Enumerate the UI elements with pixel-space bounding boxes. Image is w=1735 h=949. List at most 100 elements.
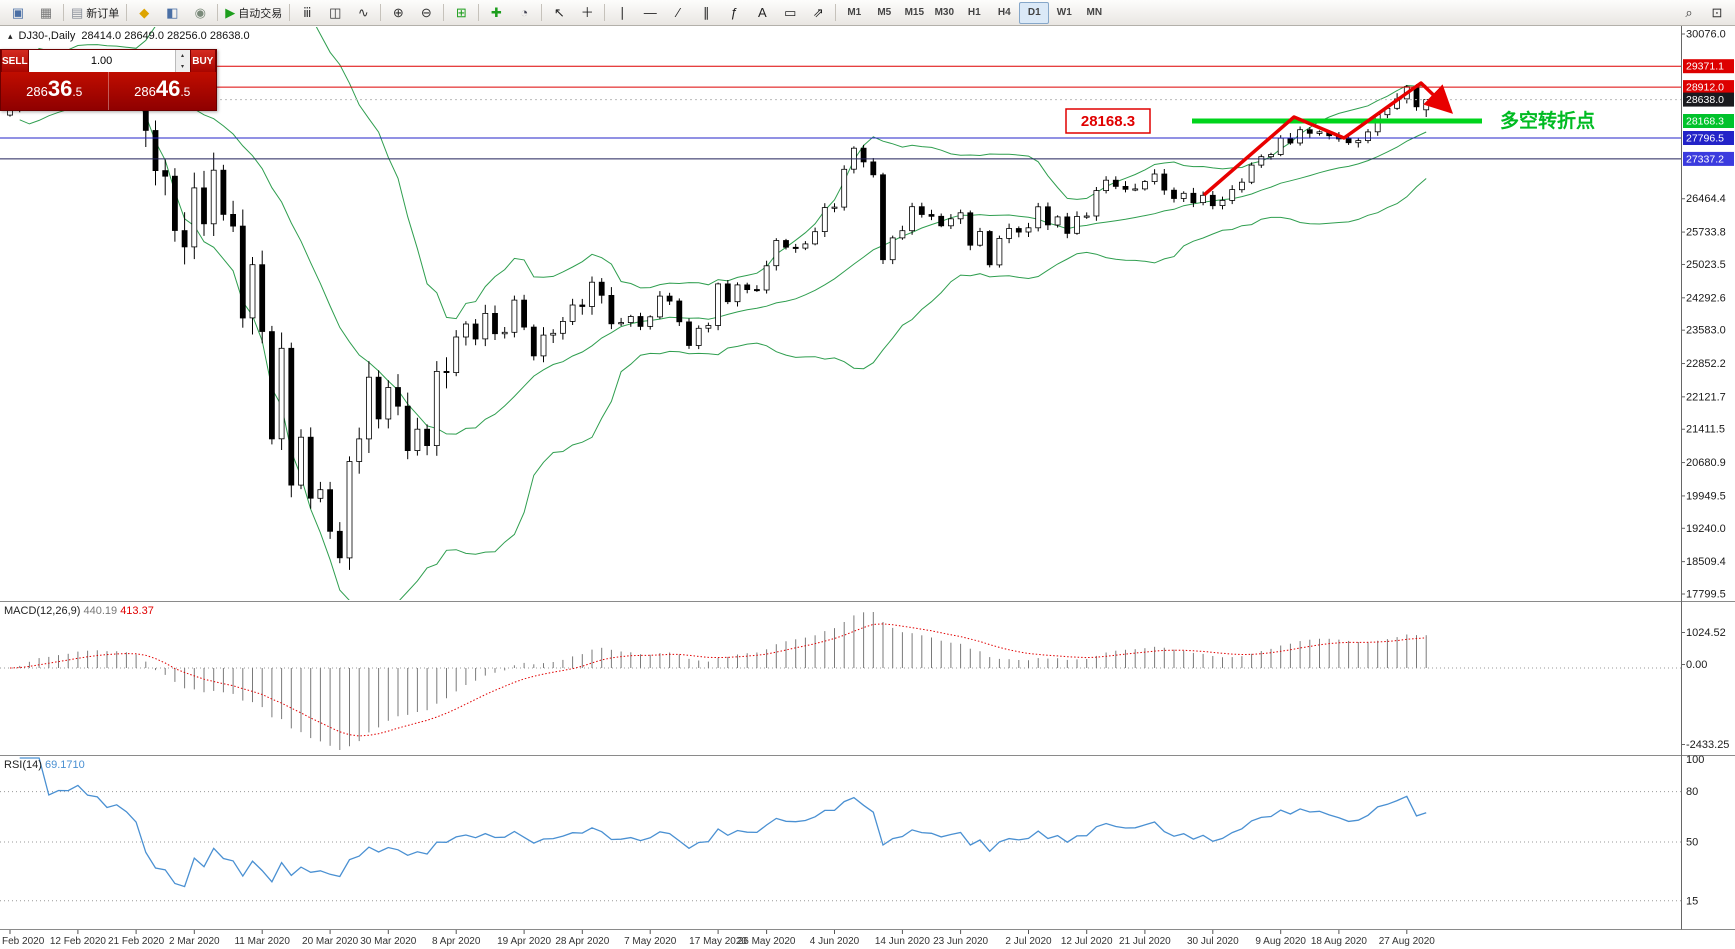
timeframe-h4-button[interactable]: H4 (997, 7, 1011, 18)
equidistant-channel-button[interactable]: ∥ (692, 2, 720, 24)
toolbar-separator (443, 4, 445, 21)
timeframe-h1-button[interactable]: H1 (967, 7, 981, 18)
new-chart-button[interactable]: ▣ (4, 2, 32, 24)
candle (831, 206, 838, 209)
candle (530, 326, 537, 357)
candle (1006, 228, 1012, 239)
toolbar-separator (835, 4, 837, 21)
timeframe-d1-button[interactable]: D1 (1019, 1, 1050, 24)
sell-price-big: 36 (47, 76, 73, 101)
candle (1268, 154, 1274, 158)
timeframe-m5-button[interactable]: M5 (877, 7, 892, 18)
buy-price[interactable]: 286 46.5 (109, 72, 217, 110)
candlestick-chart-button[interactable]: ◫ (321, 2, 349, 24)
search-symbol-button[interactable]: ⌕ (1675, 2, 1703, 24)
autotrading-button[interactable]: ▶ 自动交易 (221, 2, 286, 24)
sell-price[interactable]: 286 36.5 (1, 72, 109, 110)
popup-prices-button[interactable]: ⊡ (1703, 2, 1731, 24)
date-label: Feb 2020 (2, 936, 45, 947)
chart-annotations[interactable]: 28168.3 多空转折点 (1065, 81, 1595, 197)
volume-step-up-button[interactable]: ▴ (175, 50, 190, 61)
level-label-box[interactable] (1065, 108, 1151, 134)
period-settings-button[interactable]: ◔ (510, 2, 538, 24)
line-chart-button[interactable]: ∿ (349, 2, 377, 24)
candle (162, 170, 169, 177)
text-label-button[interactable]: ▭ (776, 2, 804, 24)
crosshair-button[interactable]: ＋ (573, 2, 601, 24)
zoom-in-button[interactable]: ⊕ (384, 2, 412, 24)
horizontal-line-button[interactable]: ― (636, 2, 664, 24)
candle (1074, 216, 1080, 234)
candle (1287, 137, 1294, 144)
price-axis-labels: 30076.0 26464.4 25733.8 25023.5 24292.6 23583… (1681, 29, 1734, 601)
sell-button[interactable]: SELL (1, 50, 29, 72)
trendline-button[interactable]: ∕ (664, 2, 692, 24)
timeframe-m1-button[interactable]: M1 (847, 7, 862, 18)
candle (647, 316, 654, 327)
timeframe-mn-button[interactable]: MN (1086, 7, 1103, 18)
macd-label: MACD(12,26,9) 440.19 413.37 (4, 605, 154, 617)
rsi-label: RSI(14) 69.1710 (4, 759, 85, 771)
buy-price-head: 286 (134, 84, 156, 99)
macd-histogram (19, 612, 1427, 750)
cursor-icon: ↖ (553, 5, 565, 20)
date-label: 30 Mar 2020 (360, 936, 417, 947)
date-label: 26 May 2020 (738, 936, 796, 947)
date-label: 18 Aug 2020 (1311, 936, 1368, 947)
text-button[interactable]: A (748, 2, 776, 24)
candle (210, 169, 217, 225)
price-axis-label: 22852.2 (1686, 358, 1726, 370)
toolbar-separator (289, 4, 291, 21)
bar-chart-button[interactable]: ⅲ (293, 2, 321, 24)
turning-point-text[interactable]: 多空转折点 (1500, 109, 1595, 132)
indicators-button[interactable]: ✚ (482, 2, 510, 24)
timeframe-m30-button[interactable]: M30 (934, 7, 955, 18)
volume-input[interactable] (28, 50, 175, 72)
candle (637, 316, 644, 327)
price-tag-28168.3 (1683, 114, 1734, 128)
price-axis[interactable] (1682, 26, 1735, 929)
cursor-button[interactable]: ↖ (545, 2, 573, 24)
navigator-button[interactable]: ◉ (186, 2, 214, 24)
chart-header: ▴ DJ30-,Daily 28414.0 28649.0 28256.0 28… (8, 30, 250, 42)
candle (1045, 206, 1051, 226)
horizontal-line-objects[interactable] (0, 65, 1681, 160)
date-label: 20 Mar 2020 (302, 936, 359, 947)
vertical-line-button[interactable]: ∣ (608, 2, 636, 24)
fibonacci-button[interactable]: ƒ (720, 2, 748, 24)
price-axis-label: 18509.4 (1686, 556, 1726, 568)
tile-windows-button[interactable]: ⊞ (447, 2, 475, 24)
volume-step-down-button[interactable]: ▾ (175, 61, 190, 72)
timeframe-m15-button[interactable]: M15 (904, 7, 925, 18)
data-window-button[interactable]: ◧ (158, 2, 186, 24)
market-watch-button[interactable]: ◆ (130, 2, 158, 24)
profiles-button[interactable]: ▦ (32, 2, 60, 24)
candle (1083, 215, 1090, 218)
arrows-button[interactable]: ⇗ (804, 2, 832, 24)
date-label: 12 Jul 2020 (1061, 936, 1113, 947)
trend-arrow[interactable] (1202, 81, 1454, 197)
date-label: 12 Feb 2020 (50, 936, 107, 947)
candle (821, 207, 828, 233)
buy-button[interactable]: BUY (189, 50, 216, 72)
candle (986, 231, 993, 266)
new-order-button[interactable]: ▤ 新订单 (67, 2, 123, 24)
support-level-segment[interactable] (1192, 118, 1482, 124)
price-axis-label: 25733.8 (1686, 227, 1726, 239)
time-axis[interactable] (0, 929, 1682, 949)
timeframe-w1-button[interactable]: W1 (1056, 7, 1072, 18)
candle (1345, 138, 1352, 144)
zoom-out-button[interactable]: ⊖ (412, 2, 440, 24)
candle (336, 530, 343, 559)
date-axis: Feb 2020 12 Feb 2020 21 Feb 2020 2 Mar 2020… (2, 930, 1435, 947)
toolbar-separator (541, 4, 543, 21)
price-tag-text: 29371.1 (1686, 61, 1724, 73)
panel-collapse-icon[interactable]: ▴ (8, 30, 13, 41)
equidistant-channel-icon: ∥ (703, 5, 710, 20)
toolbar-separator (380, 4, 382, 21)
candle (346, 461, 353, 559)
candle (899, 230, 906, 239)
candle (7, 110, 13, 116)
candle (1151, 173, 1158, 182)
